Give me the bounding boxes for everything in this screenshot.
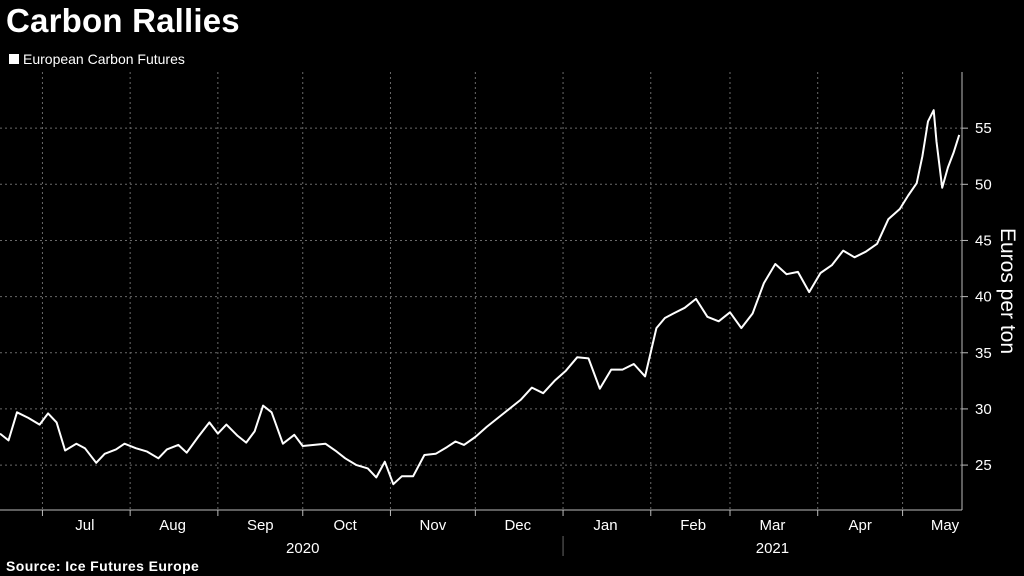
axes xyxy=(0,72,968,556)
x-tick-labels: Jul Aug Sep Oct Nov Dec Jan Feb Mar Apr May 2020 202… xyxy=(75,517,959,557)
x-tick-label: Mar xyxy=(760,517,786,534)
x-tick-label: Jan xyxy=(593,517,617,534)
x-tick-label: Dec xyxy=(504,517,531,534)
legend-swatch xyxy=(9,54,19,64)
legend: European Carbon Futures xyxy=(9,51,185,67)
x-tick-label: Oct xyxy=(334,517,358,534)
x-tick-label: Nov xyxy=(420,517,447,534)
x-tick-label: Feb xyxy=(680,517,706,534)
legend-label: European Carbon Futures xyxy=(23,51,185,67)
y-tick-label: 25 xyxy=(975,457,992,474)
y-tick-label: 30 xyxy=(975,401,992,418)
x-tick-label: Jul xyxy=(75,517,94,534)
source-note: Source: Ice Futures Europe xyxy=(6,558,200,574)
y-tick-label: 55 xyxy=(975,120,992,137)
year-label: 2021 xyxy=(756,540,789,557)
chart-title: Carbon Rallies xyxy=(6,2,240,39)
grid-lines xyxy=(0,72,962,510)
y-tick-label: 40 xyxy=(975,289,992,306)
y-tick-label: 50 xyxy=(975,176,992,193)
x-tick-label: May xyxy=(931,517,960,534)
x-tick-label: Apr xyxy=(848,517,871,534)
x-tick-label: Sep xyxy=(247,517,274,534)
year-label: 2020 xyxy=(286,540,319,557)
y-axis-title: Euros per ton xyxy=(996,228,1019,354)
y-tick-labels: 25 30 35 40 45 50 55 xyxy=(975,120,992,474)
y-tick-label: 45 xyxy=(975,232,992,249)
x-tick-label: Aug xyxy=(159,517,186,534)
series-line xyxy=(0,109,961,486)
y-tick-label: 35 xyxy=(975,345,992,362)
